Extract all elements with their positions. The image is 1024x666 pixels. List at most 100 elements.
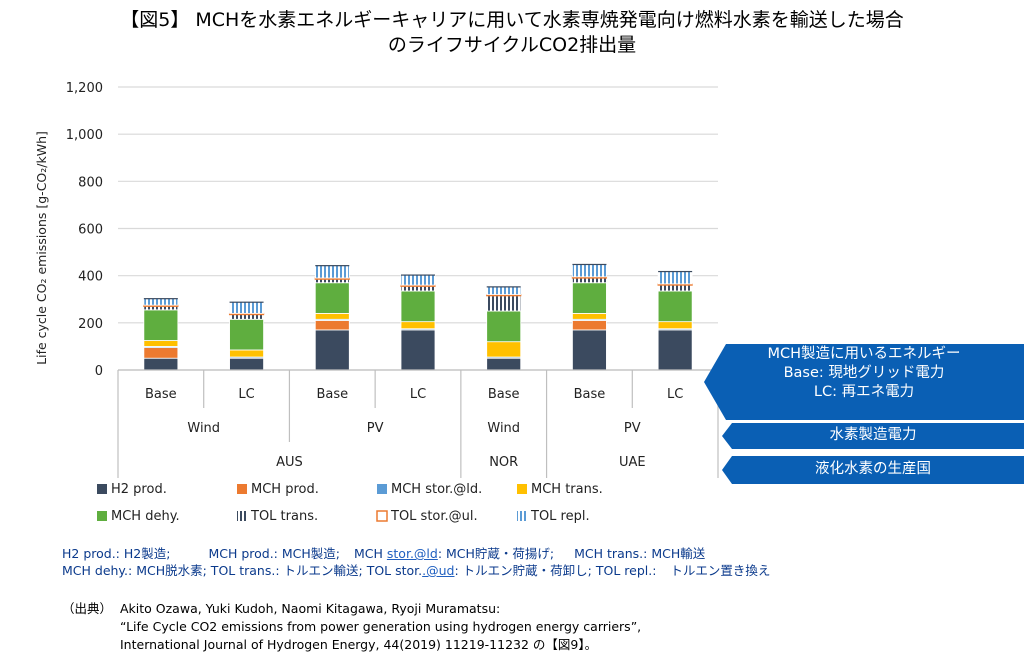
bar-segment: [314, 312, 350, 320]
abbrev-dehy: MCH dehy.: MCH脱水素; TOL trans.: トルエン輸送; T…: [62, 563, 423, 578]
bar-segment: [229, 318, 264, 351]
legend-swatch: [237, 484, 247, 494]
bar-top: [143, 298, 178, 300]
bar-segment: [657, 290, 693, 323]
y-tick-label: 1,200: [66, 81, 103, 96]
legend-swatch: [377, 484, 387, 494]
bar-segment: [486, 295, 522, 312]
source-line3: International Journal of Hydrogen Energy…: [120, 637, 598, 652]
bar-segment: [314, 264, 350, 279]
category-label: Base: [488, 387, 520, 402]
abbrev-link-ud[interactable]: .@ud: [422, 563, 455, 578]
source-line1: Akito Ozawa, Yuki Kudoh, Naomi Kitagawa,…: [120, 601, 501, 616]
bar-segment: [400, 329, 436, 371]
source-group-label: Wind: [487, 421, 520, 436]
bar-segment: [572, 263, 607, 278]
callout-energy-base: Base: 現地グリッド電力: [783, 365, 945, 381]
source-label: （出典）: [62, 601, 113, 616]
legend-label: MCH trans.: [531, 482, 603, 497]
callout-country-label: 液化水素の生産国: [815, 461, 931, 477]
abbrev-mch: MCH: [354, 546, 387, 561]
bar-top: [658, 270, 693, 273]
legend-label: TOL trans.: [250, 509, 318, 524]
category-label: LC: [238, 387, 254, 402]
legend-swatch: [97, 511, 107, 521]
legend: H2 prod. MCH prod. MCH stor.@ld. MCH trans.…: [97, 482, 603, 524]
country-group-label: AUS: [276, 455, 303, 470]
bar-segment: [143, 357, 179, 371]
callout-power: 水素製造電力: [722, 423, 1024, 449]
category-axis: Base LC Base LC Base Base LC Wind PV Wind PV AUS NOR…: [117, 369, 719, 478]
abbrev-h2: H2 prod.: H2製造;: [62, 546, 171, 561]
abbrev-line2: MCH dehy.: MCH脱水素; TOL trans.: トルエン輸送; T…: [62, 562, 770, 579]
abbrev-mch-stor: : MCH貯蔵・荷揚げ;: [437, 546, 555, 561]
bar-segment: [229, 357, 264, 371]
bar-segment: [229, 349, 264, 358]
category-label: Base: [316, 387, 348, 402]
bar-segment: [657, 284, 693, 292]
bar-segment: [400, 321, 436, 330]
bar-segment: [572, 329, 607, 371]
bar-segment: [143, 340, 179, 347]
bar-segment: [400, 285, 436, 292]
y-axis-ticks: 0 200 400 600 800 1,000 1,200: [66, 81, 103, 379]
legend-swatch: [376, 510, 388, 522]
country-group-label: NOR: [489, 455, 518, 470]
bar-segment: [314, 329, 350, 371]
bar-top: [572, 263, 607, 266]
legend-label: MCH dehy.: [111, 509, 180, 524]
source-group-label: PV: [367, 421, 384, 436]
bar-top: [229, 301, 264, 303]
bar-segment: [657, 329, 693, 371]
legend-label: H2 prod.: [111, 482, 167, 497]
bar-segment: [486, 310, 522, 343]
bar-segment: [400, 290, 436, 323]
bar-segment: [400, 274, 436, 286]
callout-country: 液化水素の生産国: [722, 456, 1024, 484]
abbrev-tol: : トルエン貯蔵・荷卸し; TOL repl.:: [454, 563, 657, 578]
legend-swatch: [517, 511, 527, 521]
legend-swatch: [97, 484, 107, 494]
callout-power-label: 水素製造電力: [829, 427, 917, 443]
legend-label: MCH stor.@ld.: [391, 482, 482, 497]
y-tick-label: 400: [78, 270, 103, 285]
abbrev-mch-trans: MCH trans.: MCH輸送: [574, 546, 706, 561]
bar-segment: [229, 314, 264, 320]
legend-swatch: [517, 484, 527, 494]
bar-segment: [572, 277, 607, 284]
bar-top: [315, 265, 350, 267]
bar-segment: [314, 320, 350, 331]
callout-energy: MCH製造に用いるエネルギー Base: 現地グリッド電力 LC: 再エネ電力: [704, 344, 1024, 420]
abbrev-tol-repl: トルエン置き換え: [670, 563, 771, 578]
y-axis-label: Life cycle CO₂ emissions [g-CO₂/kWh]: [34, 131, 49, 365]
bar-segment: [229, 301, 264, 314]
bar-segment: [657, 321, 693, 330]
bar-segment: [657, 270, 693, 285]
y-tick-label: 600: [78, 223, 103, 238]
bar-segment: [572, 282, 607, 314]
y-tick-label: 0: [95, 364, 103, 379]
callout-energy-title: MCH製造に用いるエネルギー: [767, 346, 961, 362]
category-label: LC: [410, 387, 426, 402]
abbrev-line1: H2 prod.: H2製造; MCH prod.: MCH製造; MCH stor…: [62, 545, 705, 562]
bar-segment: [572, 320, 607, 331]
legend-swatch: [237, 511, 247, 521]
bar-segment: [143, 309, 179, 341]
bar-top: [486, 286, 521, 288]
chart-title-line2: のライフサイクルCO2排出量: [387, 34, 637, 56]
bar-segment: [572, 312, 607, 320]
callout-energy-lc: LC: 再エネ電力: [813, 384, 915, 400]
y-tick-label: 800: [78, 175, 103, 190]
y-tick-label: 1,000: [66, 128, 103, 143]
bar-segment: [143, 347, 179, 359]
legend-label: MCH prod.: [251, 482, 319, 497]
y-tick-label: 200: [78, 317, 103, 332]
legend-label: TOL stor.@ul.: [390, 509, 478, 524]
legend-label: TOL repl.: [530, 509, 590, 524]
source-group-label: PV: [624, 421, 641, 436]
source-group-label: Wind: [187, 421, 220, 436]
bar-segment: [486, 285, 522, 295]
category-label: Base: [574, 387, 606, 402]
source-line2: “Life Cycle CO2 emissions from power gen…: [120, 619, 642, 634]
abbrev-link-stor-ld[interactable]: stor.@ld: [386, 546, 438, 561]
